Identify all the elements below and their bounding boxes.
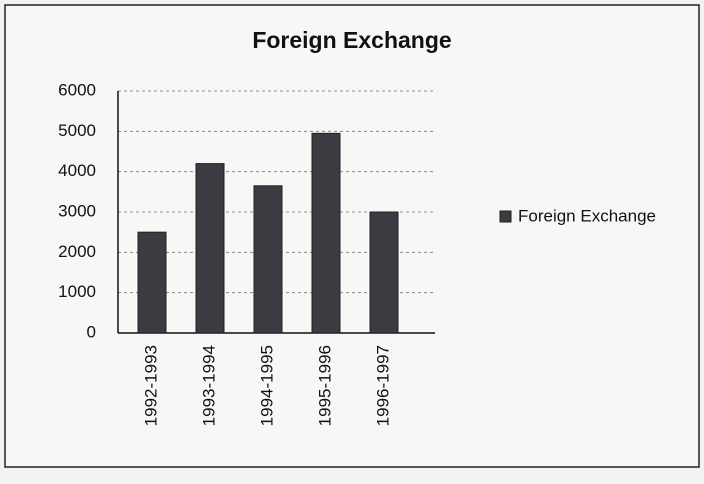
x-tick-label: 1995-1996: [315, 345, 334, 426]
y-tick-label: 6000: [58, 80, 96, 99]
x-tick-label: 1996-1997: [373, 345, 392, 426]
y-tick-label: 4000: [58, 161, 96, 180]
chart-frame: [4, 4, 700, 468]
y-tick-label: 1000: [58, 282, 96, 301]
x-tick-label: 1992-1993: [141, 345, 160, 426]
chart-title: Foreign Exchange: [252, 27, 451, 53]
bar: [137, 231, 167, 334]
y-tick-label: 5000: [58, 121, 96, 140]
x-tick-label: 1993-1994: [199, 345, 218, 426]
legend-label: Foreign Exchange: [518, 206, 656, 225]
y-tick-label: 3000: [58, 201, 96, 220]
legend-swatch: [499, 210, 512, 223]
bar: [253, 185, 283, 334]
bar: [195, 163, 225, 334]
bar: [369, 211, 399, 334]
y-tick-label: 2000: [58, 242, 96, 261]
x-tick-label: 1994-1995: [257, 345, 276, 426]
y-tick-label: 0: [87, 322, 96, 341]
bar: [311, 132, 341, 334]
